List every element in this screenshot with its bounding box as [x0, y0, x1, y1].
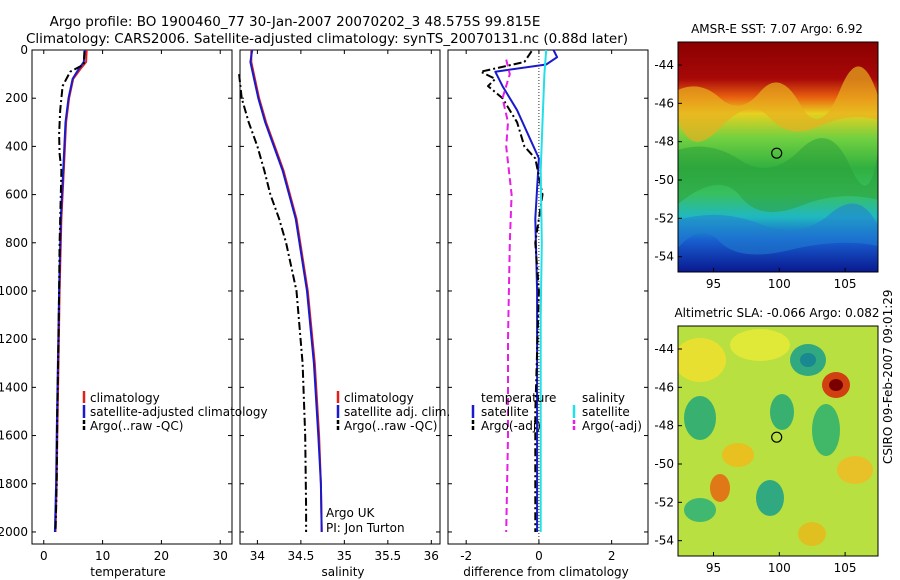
y-tick-label: 1800: [0, 477, 28, 491]
temperature-panel: temperature 0 10 20 30 0 200 400 600 800 1000 1200…: [0, 43, 233, 579]
salinity-annotation-line2: PI: Jon Turton: [326, 521, 405, 535]
legend-item-temp-argo: Argo(-adj): [481, 419, 541, 433]
x-tick-label: 36: [424, 549, 439, 563]
x-tick-label: 30: [213, 549, 228, 563]
y-tick-label: 200: [5, 91, 28, 105]
x-tick-label: 0: [535, 549, 543, 563]
series-line-argo-raw-qc: [238, 73, 308, 532]
map-y-tick-label: -54: [654, 250, 674, 264]
salinity-xlabel: salinity: [321, 565, 364, 579]
legend-title-salinity: salinity: [582, 391, 625, 405]
map-y-tick-label: -50: [654, 173, 674, 187]
sst-map-frame: [677, 41, 879, 273]
y-tick-label: 2000: [0, 525, 28, 539]
y-tick-label: 1000: [0, 284, 28, 298]
legend-item-argo: Argo(..raw -QC): [344, 419, 437, 433]
difference-axes-frame: [447, 49, 649, 545]
map-y-tick-label: -44: [654, 58, 674, 72]
map-y-tick-label: -52: [654, 495, 674, 509]
difference-xlabel: difference from climatology: [463, 565, 629, 579]
difference-legend: temperature satellite Argo(-adj) salinit…: [471, 391, 642, 433]
x-tick-label: 20: [154, 549, 169, 563]
y-tick-label: 800: [5, 236, 28, 250]
temperature-axes-frame: [31, 49, 233, 545]
header-line2: Climatology: CARS2006. Satellite-adjuste…: [26, 31, 628, 47]
x-tick-label: 34: [250, 549, 265, 563]
series-line-argo-raw-qc: [54, 51, 86, 533]
legend-item-climatology: climatology: [90, 391, 160, 405]
salinity-annotation-line1: Argo UK: [326, 506, 375, 520]
legend-title-temperature: temperature: [481, 391, 556, 405]
legend-item-sal-satellite: satellite: [582, 405, 630, 419]
sla-field: [678, 326, 878, 556]
map-y-tick-label: -54: [654, 534, 674, 548]
map-x-tick-label: 100: [768, 277, 791, 291]
y-tick-label: 600: [5, 188, 28, 202]
map-x-tick-label: 95: [706, 277, 721, 291]
legend-item-temp-satellite: satellite: [481, 405, 529, 419]
salinity-legend: climatology satellite adj. clim. Argo(..…: [336, 391, 450, 433]
series-line-satellite-adjusted-climatology: [53, 49, 86, 533]
argo-location-marker: [771, 431, 783, 443]
y-tick-label: 1400: [0, 380, 28, 394]
map-y-tick-label: -48: [654, 135, 674, 149]
x-tick-label: -2: [460, 549, 472, 563]
sla-map-panel: Altimetric SLA: -0.066 Argo: 0.082 95 100…: [654, 306, 879, 575]
header-line1: Argo profile: BO 1900460_77 30-Jan-2007 …: [50, 14, 541, 30]
map-x-tick-label: 105: [834, 561, 857, 575]
map-y-tick-label: -44: [654, 342, 674, 356]
y-tick-label: 400: [5, 139, 28, 153]
y-tick-label: 0: [20, 43, 28, 57]
series-line-salinity-argo-adj: [501, 59, 513, 533]
x-tick-label: 34.5: [288, 549, 315, 563]
y-tick-label: 1600: [0, 429, 28, 443]
side-timestamp-label: CSIRO 09-Feb-2007 09:01:29: [881, 289, 895, 464]
map-y-tick-label: -50: [654, 457, 674, 471]
legend-item-sal-argo: Argo(-adj): [582, 419, 642, 433]
map-y-tick-label: -48: [654, 419, 674, 433]
legend-item-satellite: satellite-adjusted climatology: [90, 405, 268, 419]
map-x-tick-label: 100: [768, 561, 791, 575]
x-tick-label: 2: [608, 549, 616, 563]
series-line-temperature-argo-adj: [479, 50, 544, 532]
x-tick-label: 35.5: [374, 549, 401, 563]
legend-item-climatology: climatology: [344, 391, 414, 405]
legend-item-satellite: satellite adj. clim.: [344, 405, 450, 419]
salinity-axes-frame: [239, 49, 441, 545]
map-x-tick-label: 95: [706, 561, 721, 575]
sst-map-panel: AMSR-E SST: 7.07 Argo: 6.92 95 100 105 -44 -…: [654, 22, 879, 291]
map-y-tick-label: -46: [654, 96, 674, 110]
map-x-tick-label: 105: [834, 277, 857, 291]
difference-panel: difference from climatology -2 0 2: [447, 49, 649, 579]
x-tick-label: 10: [95, 549, 110, 563]
map-y-tick-label: -52: [654, 211, 674, 225]
temperature-xlabel: temperature: [90, 565, 165, 579]
sst-map-title: AMSR-E SST: 7.07 Argo: 6.92: [691, 22, 863, 36]
sla-map-title: Altimetric SLA: -0.066 Argo: 0.082: [674, 306, 879, 320]
series-line-satellite-adj-clim: [249, 49, 323, 533]
series-line-salinity-satellite: [539, 49, 548, 532]
sst-field: [678, 42, 878, 272]
x-tick-label: 0: [40, 549, 48, 563]
temperature-legend: climatology satellite-adjusted climatolo…: [82, 391, 268, 433]
salinity-panel: salinity Argo UK PI: Jon Turton 34 34.5 35…: [238, 49, 441, 579]
map-y-tick-label: -46: [654, 380, 674, 394]
legend-item-argo: Argo(..raw -QC): [90, 419, 183, 433]
sla-map-frame: [677, 325, 879, 557]
argo-location-marker: [771, 147, 783, 159]
x-tick-label: 35: [337, 549, 352, 563]
y-tick-label: 1200: [0, 332, 28, 346]
